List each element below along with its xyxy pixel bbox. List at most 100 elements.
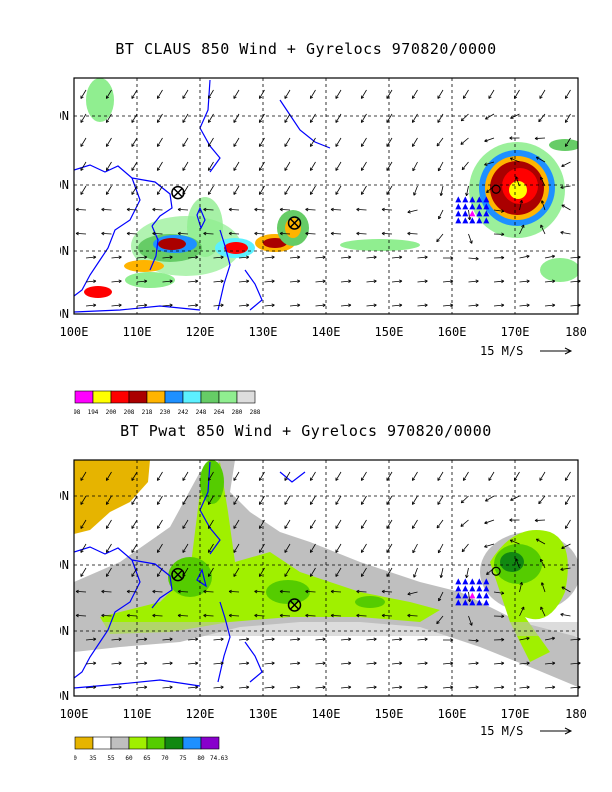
obs-triangle <box>476 578 483 585</box>
wind-arrowhead <box>284 191 288 195</box>
wind-arrowhead <box>335 191 339 195</box>
wind-arrowhead <box>75 613 79 618</box>
wind-arrowhead <box>246 279 250 284</box>
wind-arrow <box>203 614 214 617</box>
wind-arrow <box>187 256 198 259</box>
wind-arrowhead <box>297 303 301 308</box>
wind-arrowhead <box>297 279 301 284</box>
wind-arrow <box>106 543 112 553</box>
colorbar-swatch <box>92 736 112 750</box>
wind-arrowhead <box>501 279 505 284</box>
wind-arrow <box>515 558 520 569</box>
wind-arrow <box>85 280 96 283</box>
wind-arrowhead <box>485 116 489 120</box>
wind-arrow <box>80 185 87 195</box>
wind-arrowhead <box>195 685 199 690</box>
wind-arrow <box>162 686 173 689</box>
wind-arrow <box>284 495 291 505</box>
wind-arrowhead <box>413 192 417 196</box>
wind-arrow <box>305 590 316 593</box>
vector-ref-label: 15 M/S <box>480 724 523 738</box>
wind-vectors <box>75 89 581 308</box>
wind-arrowhead <box>195 255 199 260</box>
obs-triangle <box>462 203 469 210</box>
colorbar-swatch <box>146 390 166 404</box>
wind-arrow <box>386 471 393 481</box>
wind-arrowhead <box>131 191 135 195</box>
wind-arrow <box>442 662 453 665</box>
wind-arrowhead <box>75 589 79 594</box>
gyre-central-circle <box>287 216 302 230</box>
wind-arrowhead <box>271 279 275 284</box>
wind-arrowhead <box>381 613 385 618</box>
wind-arrowhead <box>207 477 212 481</box>
gyre-central-cross <box>289 218 300 228</box>
wind-arrow <box>356 590 367 593</box>
wind-arrow <box>540 558 546 569</box>
wind-arrowhead <box>233 167 237 171</box>
wind-arrowhead <box>195 279 199 284</box>
wind-arrow <box>136 280 147 283</box>
wind-arrowhead <box>271 255 275 260</box>
wind-arrow <box>488 89 495 99</box>
claus-colorbar: 198 194 200 208 218 230 242 248 264 280 288 <box>74 390 261 416</box>
wind-arrow <box>259 137 265 147</box>
wind-arrow <box>233 543 240 553</box>
wind-arrow <box>536 538 546 545</box>
wind-arrowhead <box>220 279 224 284</box>
wind-arrowhead <box>228 207 232 212</box>
obs-triangle <box>476 592 483 599</box>
lon-label: 110E <box>123 707 152 721</box>
wind-arrowhead <box>348 661 352 666</box>
wind-arrowhead <box>475 256 479 261</box>
wind-arrow <box>208 519 214 529</box>
wind-arrow <box>330 590 342 593</box>
obs-triangle <box>462 217 469 224</box>
wind-arrow <box>361 495 367 505</box>
wind-arrowhead <box>551 636 556 641</box>
wind-arrow <box>565 137 571 147</box>
wind-arrow <box>561 204 571 211</box>
wind-arrow <box>366 662 377 665</box>
wind-arrowhead <box>411 501 416 505</box>
lon-label: 120E <box>186 325 215 339</box>
wind-arrowhead <box>156 191 161 195</box>
lon-label: 160E <box>438 325 467 339</box>
obs-triangle <box>476 203 483 210</box>
wind-arrowhead <box>177 207 181 212</box>
wind-arrow <box>484 161 495 166</box>
wind-arrowhead <box>233 573 237 577</box>
wind-arrowhead <box>80 167 84 171</box>
wind-arrow <box>305 614 316 617</box>
wind-arrow <box>570 280 581 283</box>
wind-arrow <box>279 208 291 211</box>
wind-arrow <box>461 161 469 170</box>
wind-arrow <box>152 614 163 617</box>
wind-arrow <box>254 614 265 617</box>
wind-arrowhead <box>399 279 403 284</box>
lon-labels: 100E 110E 120E 130E 140E 150E 160E 170E … <box>60 325 587 339</box>
lon-label: 140E <box>312 325 341 339</box>
wind-arrow <box>305 208 316 211</box>
wind-arrowhead <box>330 207 334 212</box>
wind-arrowhead <box>519 582 523 586</box>
wind-arrowhead <box>335 477 339 481</box>
wind-arrow <box>391 686 402 689</box>
wind-arrow <box>340 280 351 283</box>
wind-arrow <box>538 113 546 123</box>
wind-arrow <box>519 637 530 641</box>
wind-arrow <box>182 161 189 171</box>
wind-arrow <box>366 638 377 641</box>
wind-arrow <box>514 471 520 481</box>
wind-arrowhead <box>461 548 466 553</box>
wind-arrowhead <box>460 499 465 504</box>
wind-arrowhead <box>484 544 488 548</box>
wind-arrowhead <box>271 661 275 666</box>
wind-arrow <box>417 686 428 689</box>
wind-arrowhead <box>195 303 199 308</box>
wind-arrowhead <box>80 525 84 529</box>
wind-arrowhead <box>309 95 314 99</box>
wind-arrow <box>162 256 173 259</box>
obs-triangle <box>476 196 483 203</box>
wind-arrow <box>468 233 473 244</box>
